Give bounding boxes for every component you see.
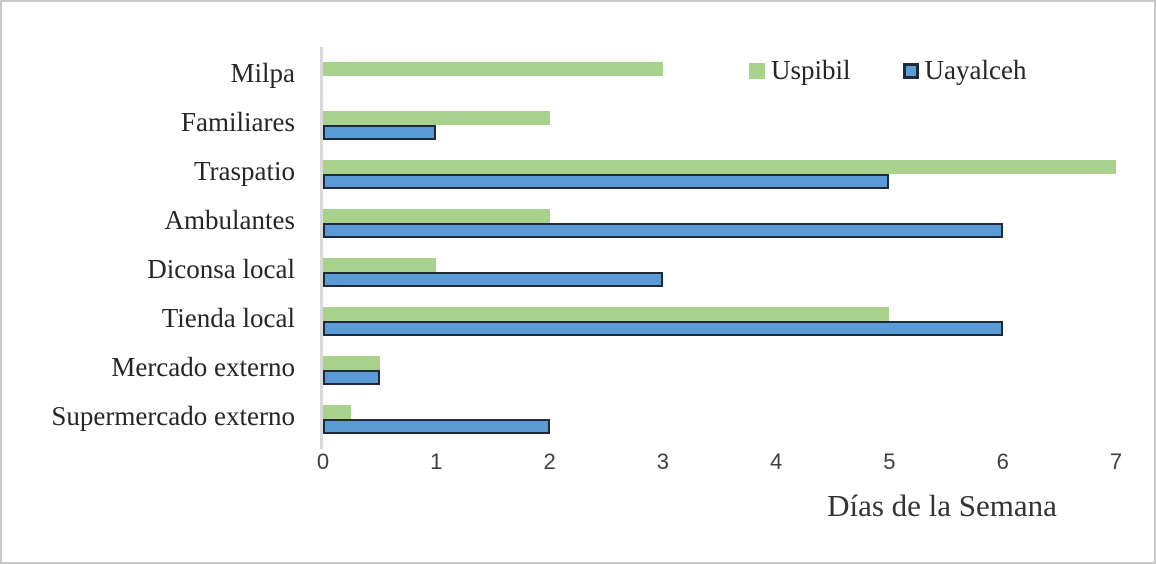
x-tick-7: 7 [1109,449,1123,474]
category-axis-labels: Milpa Familiares Traspatio Ambulantes Dicons… [2,49,308,441]
bar-group-supermercado-externo [323,392,1116,441]
bar-uspibil-tienda-local [323,307,890,321]
category-label-supermercado-externo: Supermercado externo [51,401,295,431]
x-axis-title: Días de la Semana [827,488,1057,523]
bar-uayalceh-ambulantes [323,223,1003,238]
bar-uspibil-milpa [323,62,663,76]
bar-uayalceh-supermercado-externo [323,419,550,434]
bar-uspibil-traspatio [323,160,1116,174]
category-label-mercado-externo: Mercado externo [111,352,295,382]
x-tick-6: 6 [996,449,1009,474]
legend-swatch-uayalceh [902,62,919,79]
category-label-familiares: Familiares [181,107,295,137]
x-tick-2: 2 [543,449,556,474]
bar-group-ambulantes [323,196,1116,245]
category-label-ambulantes: Ambulantes [164,205,295,235]
bar-group-familiares [323,98,1116,147]
plot-area: Uspibil Uayalceh [323,49,1116,441]
x-axis-tick-labels: 0 1 2 3 4 5 6 7 [317,449,1122,477]
x-tick-4: 4 [770,449,783,474]
x-tick-0: 0 [316,449,330,474]
category-label-tienda-local: Tienda local [161,303,295,333]
bar-group-milpa [323,49,1116,98]
category-label-diconsa-local: Diconsa local [147,254,295,284]
category-label-traspatio: Traspatio [193,156,295,186]
bar-uayalceh-mercado-externo [323,370,380,385]
bar-uayalceh-traspatio [323,174,890,189]
legend: Uspibil Uayalceh [749,55,1026,86]
bar-group-diconsa-local [323,245,1116,294]
bar-uspibil-mercado-externo [323,356,380,370]
bar-uspibil-familiares [323,111,550,125]
legend-swatch-uspibil [749,62,765,79]
legend-item-uspibil: Uspibil [749,55,851,86]
bar-uspibil-supermercado-externo [323,405,352,419]
bar-uspibil-diconsa-local [323,258,437,272]
bar-group-tienda-local [323,294,1116,343]
legend-label-uayalceh: Uayalceh [924,55,1027,85]
category-axis-line [320,47,323,449]
bar-uayalceh-diconsa-local [323,272,663,287]
bar-uayalceh-tienda-local [323,321,1003,336]
legend-label-uspibil: Uspibil [771,55,851,85]
bar-group-traspatio [323,147,1116,196]
bar-uspibil-ambulantes [323,209,550,223]
bar-group-mercado-externo [323,343,1116,392]
x-tick-1: 1 [430,449,443,474]
legend-item-uayalceh: Uayalceh [902,55,1027,86]
x-tick-5: 5 [883,449,896,474]
bar-uayalceh-familiares [323,125,437,140]
category-label-milpa: Milpa [230,58,296,88]
x-tick-3: 3 [656,449,669,474]
